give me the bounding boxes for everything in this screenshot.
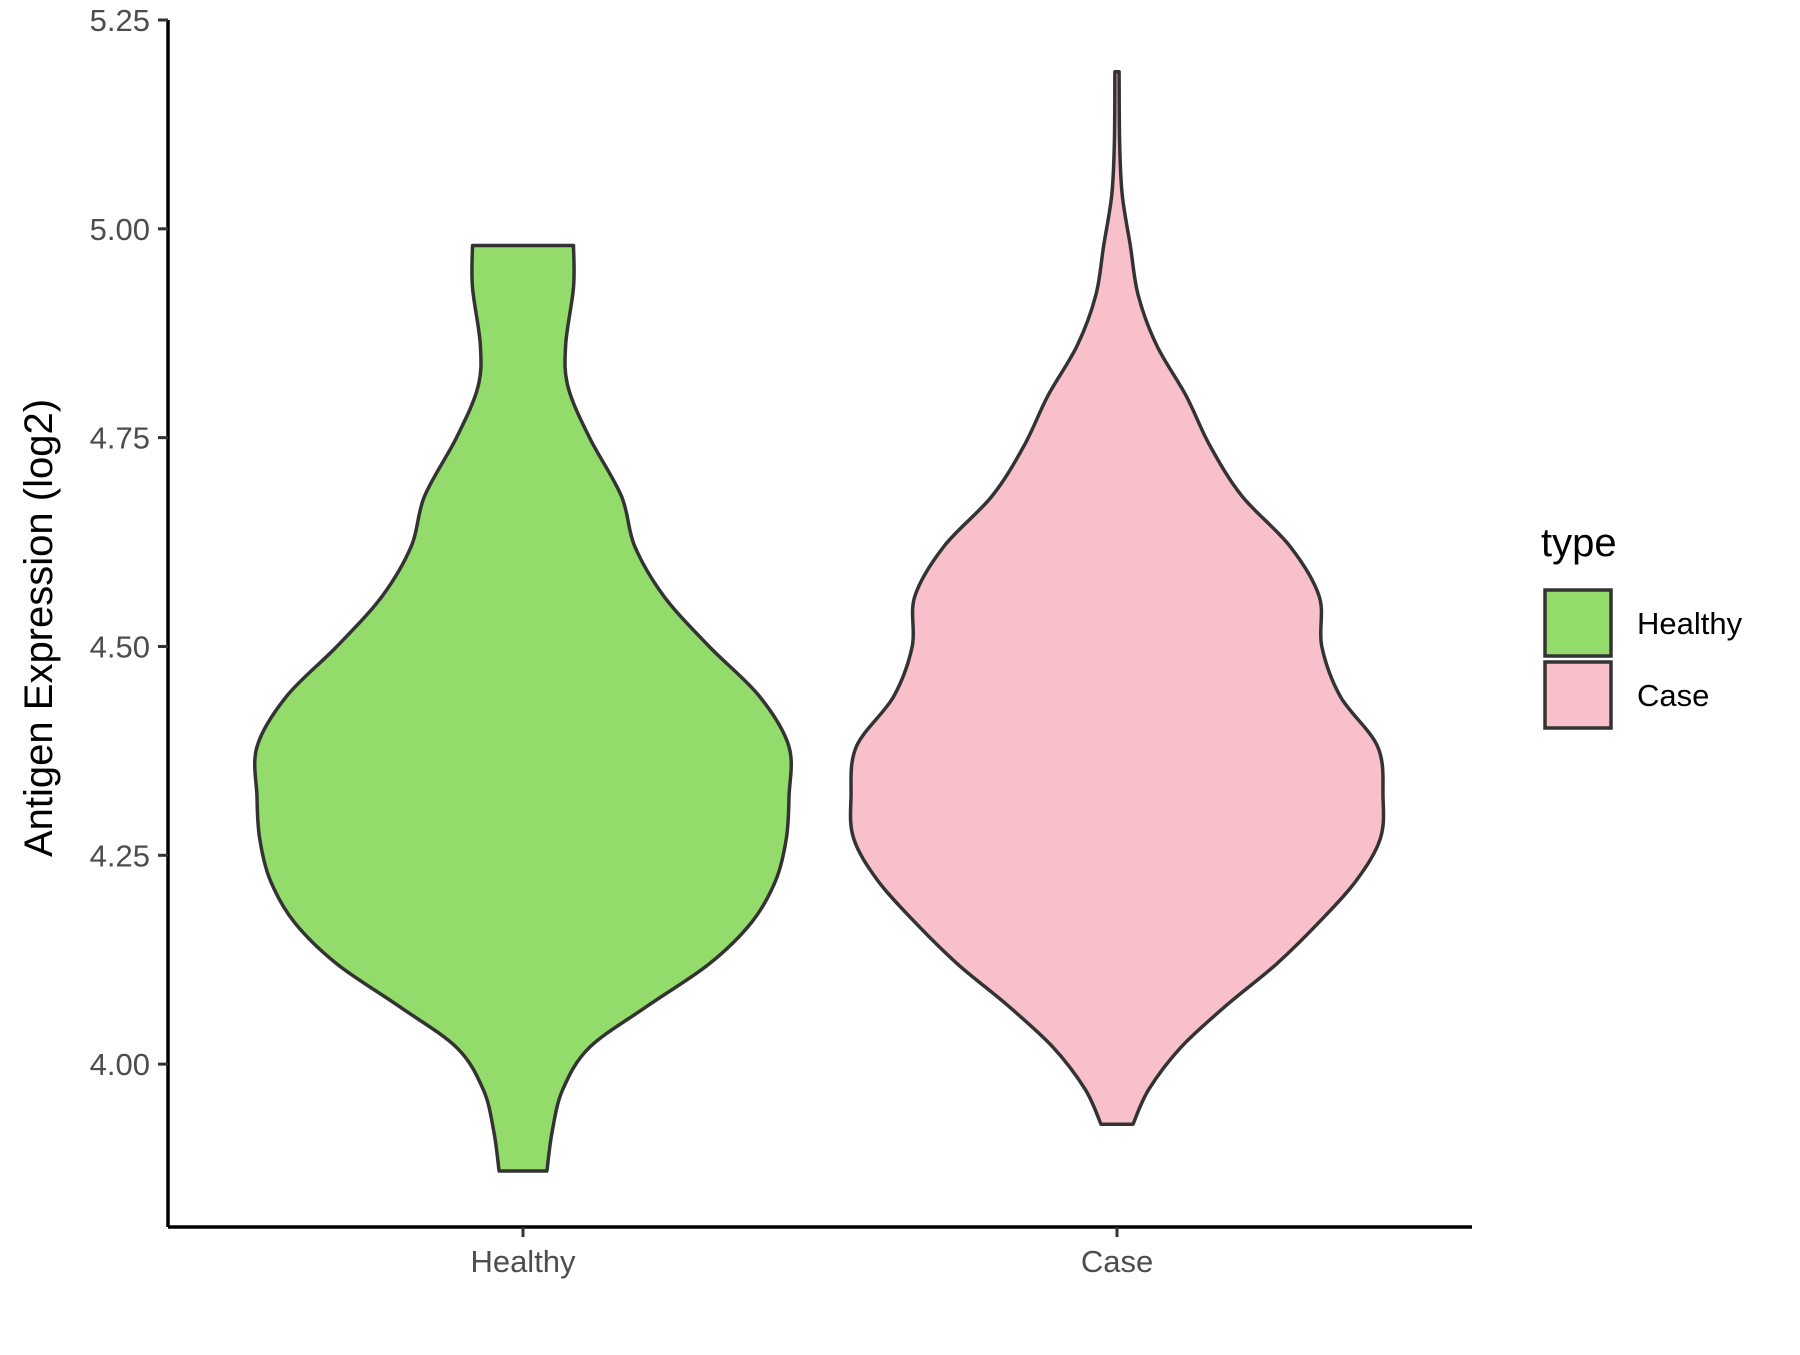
y-axis-title: Antigen Expression (log2) <box>17 399 61 857</box>
y-tick-label: 5.25 <box>90 3 150 38</box>
y-tick-label: 5.00 <box>90 212 150 247</box>
legend: type Healthy Case <box>1541 521 1743 730</box>
violin-healthy <box>252 243 794 1173</box>
legend-label-case: Case <box>1637 678 1709 713</box>
legend-label-healthy: Healthy <box>1637 606 1743 641</box>
y-tick-label: 4.50 <box>90 629 150 664</box>
violin-case <box>848 70 1386 1127</box>
legend-title: type <box>1541 521 1617 565</box>
x-axis: Healthy Case <box>168 1225 1472 1279</box>
x-tick-label-healthy: Healthy <box>470 1244 576 1279</box>
violins-layer <box>252 70 1386 1173</box>
legend-key-healthy <box>1543 588 1613 658</box>
y-tick-label: 4.75 <box>90 421 150 456</box>
y-tick-label: 4.25 <box>90 838 150 873</box>
y-tick-label: 4.00 <box>90 1047 150 1082</box>
y-axis: 4.00 4.25 4.50 4.75 5.00 5.25 <box>90 3 170 1227</box>
x-tick-label-case: Case <box>1081 1244 1153 1279</box>
legend-key-case <box>1543 660 1613 730</box>
